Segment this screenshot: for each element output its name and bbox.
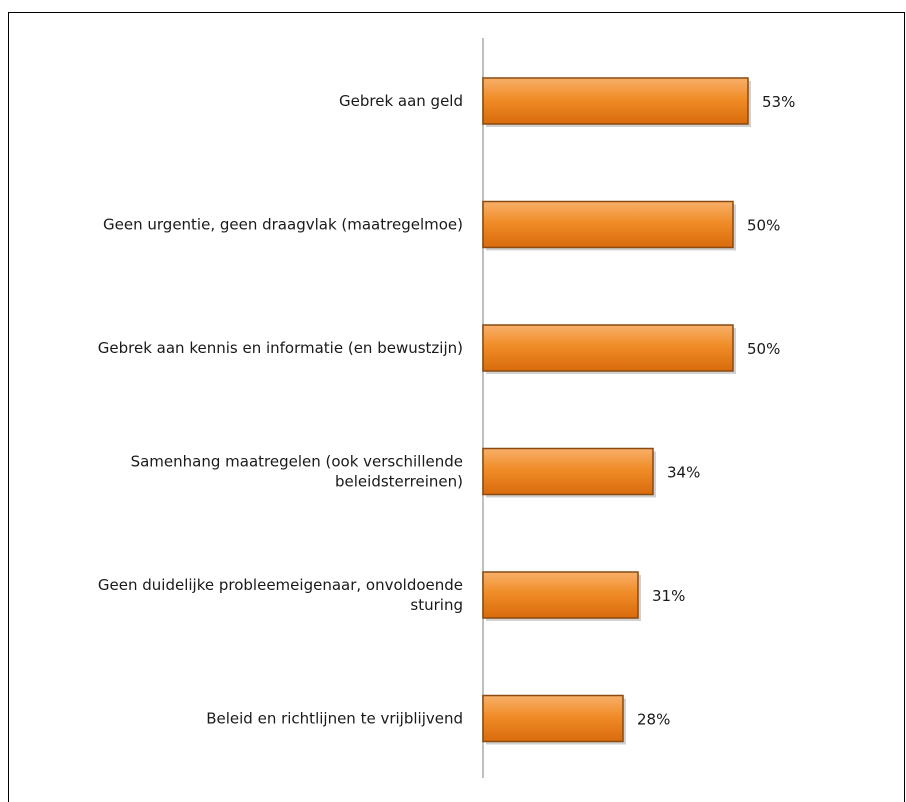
bar-row: Gebrek aan kennis en informatie (en bewu…: [98, 324, 780, 374]
bar: [482, 447, 654, 496]
bar: [482, 571, 639, 619]
bar-row: Samenhang maatregelen (ook verschillende…: [131, 447, 700, 498]
bar-row: Geen duidelijke probleemeigenaar, onvold…: [98, 571, 685, 621]
bar-row: Beleid en richtlijnen te vrijblijvend 28%: [206, 694, 670, 745]
bar-row: Geen urgentie, geen draagvlak (maatregel…: [103, 200, 780, 251]
data-label: 50%: [747, 340, 780, 358]
bar-row: Gebrek aan geld 53%: [339, 77, 795, 127]
bar: [482, 200, 734, 249]
category-label: Gebrek aan kennis en informatie (en bewu…: [98, 339, 463, 357]
category-label: Geen urgentie, geen draagvlak (maatregel…: [103, 216, 463, 234]
bar: [482, 324, 734, 372]
category-label: Beleid en richtlijnen te vrijblijvend: [206, 710, 463, 728]
category-label: Geen duidelijke probleemeigenaar, onvold…: [98, 576, 463, 614]
category-label: Samenhang maatregelen (ook verschillende…: [131, 453, 463, 491]
data-label: 34%: [667, 464, 700, 482]
data-label: 31%: [652, 587, 685, 605]
category-label: Gebrek aan geld: [339, 92, 463, 110]
data-label: 28%: [637, 711, 670, 729]
data-label: 53%: [762, 93, 795, 111]
data-label: 50%: [747, 217, 780, 235]
bar: [482, 77, 749, 125]
bar: [482, 694, 624, 743]
chart-frame: [8, 12, 905, 802]
